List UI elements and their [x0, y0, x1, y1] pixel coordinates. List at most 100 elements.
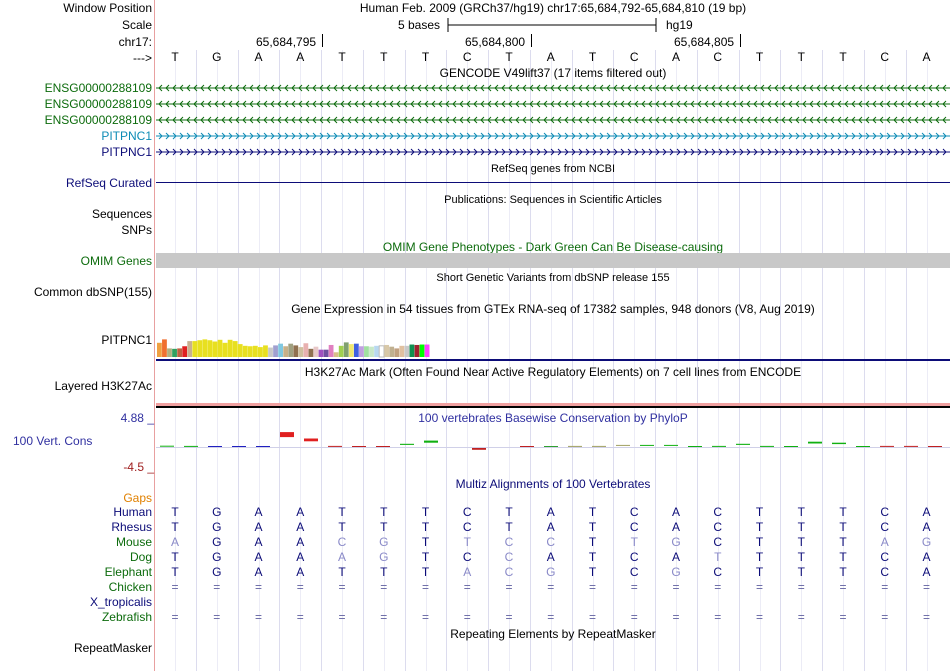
- gtex-tissue-bar: [172, 348, 177, 357]
- alignment-base: C: [880, 505, 890, 519]
- multiz-track-title[interactable]: Multiz Alignments of 100 Vertebrates: [455, 477, 651, 491]
- refseq-track-label[interactable]: RefSeq Curated: [65, 176, 152, 190]
- alignment-base: =: [922, 580, 930, 594]
- alignment-base: T: [588, 505, 597, 519]
- gtex-tissue-bar: [323, 349, 329, 357]
- gtex-chart[interactable]: [156, 314, 950, 360]
- phylop-track-label[interactable]: 100 Vert. Cons: [13, 434, 93, 448]
- species-label[interactable]: Rhesus: [111, 520, 152, 534]
- alignment-base: T: [839, 520, 847, 534]
- gtex-baseline: [156, 359, 950, 361]
- multiz-gaps-label[interactable]: Gaps: [123, 491, 152, 505]
- gtex-tissue-bar: [404, 345, 410, 357]
- gtex-tissue-bar: [162, 339, 167, 357]
- gtex-tissue-bar: [303, 343, 309, 357]
- alignment-base: A: [463, 565, 472, 579]
- dbsnp-track-label[interactable]: Common dbSNP(155): [33, 285, 152, 299]
- omim-feature-bar[interactable]: [156, 253, 950, 268]
- coord-tick-mark-3: [740, 34, 741, 47]
- omim-track-label[interactable]: OMIM Genes: [80, 254, 152, 268]
- phylop-score-mark: [928, 446, 942, 447]
- strand-chevrons: [158, 100, 947, 108]
- publications-track-label[interactable]: Sequences: [91, 207, 152, 221]
- gtex-tissue-bar: [212, 341, 218, 357]
- phylop-score-mark: [520, 446, 534, 447]
- gtex-tissue-bar: [313, 346, 319, 357]
- alignment-base: T: [505, 505, 513, 519]
- alignment-base: T: [380, 565, 388, 579]
- gencode-track-title[interactable]: GENCODE V49lift37 (17 items filtered out…: [439, 66, 667, 80]
- alignment-base: A: [922, 505, 931, 519]
- phylop-score-mark: [232, 446, 246, 447]
- alignment-base: =: [338, 610, 346, 624]
- alignment-base: T: [714, 550, 722, 564]
- species-label[interactable]: Zebrafish: [101, 610, 152, 624]
- alignment-base: =: [213, 610, 221, 624]
- repeatmasker-track-label[interactable]: RepeatMasker: [73, 641, 152, 655]
- alignment-base: =: [421, 580, 429, 594]
- sequence-base: C: [462, 50, 472, 64]
- alignment-base: A: [546, 520, 555, 534]
- h3k27ac-track-title[interactable]: H3K27Ac Mark (Often Found Near Active Re…: [304, 365, 802, 379]
- gencode-features[interactable]: [156, 80, 950, 160]
- gencode-item-label[interactable]: PITPNC1: [101, 145, 152, 159]
- phylop-score-mark: [280, 432, 294, 438]
- alignment-base: C: [504, 535, 514, 549]
- alignment-base: G: [212, 505, 222, 519]
- gencode-item-label[interactable]: ENSG00000288109: [44, 81, 152, 95]
- gencode-item-label[interactable]: PITPNC1: [101, 129, 152, 143]
- alignment-base: =: [505, 610, 513, 624]
- alignment-base: =: [672, 610, 680, 624]
- dbsnp-track-title[interactable]: Short Genetic Variants from dbSNP releas…: [436, 272, 670, 284]
- gtex-tissue-bar: [394, 348, 400, 357]
- sequence-base: G: [212, 50, 222, 64]
- sequence-base: A: [254, 50, 263, 64]
- species-label[interactable]: Dog: [129, 550, 152, 564]
- alignment-base: =: [254, 610, 262, 624]
- gtex-tissue-bar: [278, 343, 283, 357]
- alignment-base: C: [337, 535, 347, 549]
- alignment-base: G: [212, 550, 222, 564]
- h3k27ac-track-label[interactable]: Layered H3K27Ac: [54, 379, 152, 393]
- sequence-base: T: [588, 50, 597, 64]
- gtex-tissue-bar: [182, 346, 188, 357]
- gtex-track-label[interactable]: PITPNC1: [101, 333, 152, 347]
- species-label[interactable]: Human: [113, 505, 152, 519]
- omim-track-title[interactable]: OMIM Gene Phenotypes - Dark Green Can Be…: [382, 240, 724, 254]
- sequence-base: A: [671, 50, 680, 64]
- refseq-track-title[interactable]: RefSeq genes from NCBI: [490, 163, 616, 175]
- scale-assembly: hg19: [666, 18, 693, 32]
- gtex-tissue-bar: [308, 348, 314, 357]
- repeatmasker-track-title[interactable]: Repeating Elements by RepeatMasker: [450, 627, 656, 641]
- publications-track-title[interactable]: Publications: Sequences in Scientific Ar…: [444, 194, 662, 206]
- snps-track-label[interactable]: SNPs: [121, 223, 152, 237]
- scale-bar: [447, 18, 657, 32]
- phylop-track-title[interactable]: 100 vertebrates Basewise Conservation by…: [418, 411, 688, 425]
- gtex-tissue-bar: [364, 346, 369, 357]
- species-label[interactable]: Mouse: [115, 535, 152, 549]
- alignment-base: =: [797, 580, 805, 594]
- species-label[interactable]: Elephant: [104, 565, 152, 579]
- phylop-score-mark: [400, 443, 414, 445]
- species-label[interactable]: Chicken: [108, 580, 152, 594]
- phylop-score-mark: [664, 444, 678, 446]
- alignment-base: A: [880, 535, 889, 549]
- alignment-base: T: [797, 565, 805, 579]
- gtex-tissue-bar: [288, 343, 294, 357]
- gtex-tissue-bar: [353, 343, 359, 357]
- label-divider: [154, 0, 155, 671]
- phylop-chart[interactable]: [156, 425, 950, 475]
- phylop-score-mark: [592, 445, 606, 447]
- alignment-base: T: [171, 550, 179, 564]
- alignment-base: =: [421, 610, 429, 624]
- species-label[interactable]: X_tropicalis: [89, 595, 152, 609]
- gencode-item-label[interactable]: ENSG00000288109: [44, 113, 152, 127]
- h3k27ac-signal[interactable]: [156, 403, 950, 406]
- gencode-item-label[interactable]: ENSG00000288109: [44, 97, 152, 111]
- alignment-base: A: [170, 535, 179, 549]
- alignment-base: T: [588, 550, 597, 564]
- refseq-feature-line[interactable]: [156, 182, 950, 183]
- gtex-track-title[interactable]: Gene Expression in 54 tissues from GTEx …: [291, 302, 815, 316]
- sequence-base: C: [713, 50, 723, 64]
